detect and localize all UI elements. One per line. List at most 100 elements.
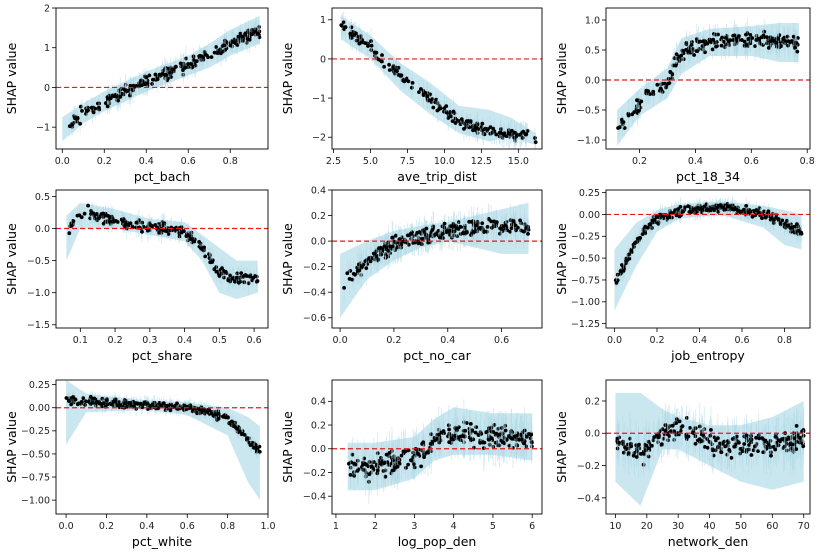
data-point [348,473,353,477]
data-point [343,25,348,29]
data-point [202,245,207,250]
data-point [708,433,713,438]
data-point [470,428,475,433]
x-tick-label: 0.4 [440,335,455,346]
data-point [621,120,626,124]
data-point [431,105,436,110]
data-point [657,212,662,217]
data-point [182,408,187,412]
data-point [120,91,124,96]
data-point [417,90,421,94]
data-point [480,121,485,126]
data-point [663,428,668,433]
data-point [178,61,183,66]
data-point [70,122,74,127]
data-point [248,274,252,279]
data-point [651,89,656,94]
data-point [388,244,392,249]
data-point [524,226,528,230]
data-point [670,215,674,220]
confidence-band [62,15,260,142]
data-point [515,133,519,138]
data-point [431,224,436,229]
x-tick-label: 0.3 [142,335,157,346]
data-point [153,223,158,227]
data-point [674,213,679,218]
data-point [140,229,144,234]
data-point [684,434,689,439]
data-point [785,437,789,442]
data-point [159,403,164,408]
data-point [522,441,526,446]
data-point [116,98,120,103]
data-point [351,272,356,276]
data-point [636,109,641,113]
x-axis-label: pct_18_34 [676,169,740,184]
data-point [482,230,486,234]
data-point [196,407,201,411]
confidence-band [340,15,537,146]
x-tick-label: 0.0 [607,335,622,346]
data-point [189,62,194,66]
data-point [533,140,538,145]
x-tick-label: 0.6 [734,335,749,346]
data-point [379,252,384,257]
y-axis-label: SHAP value [4,223,19,295]
data-point [140,83,145,87]
data-point [645,225,650,230]
data-point [650,218,654,223]
data-point [475,219,480,224]
data-point [403,449,408,454]
axes-frame [331,379,543,515]
data-point [91,211,96,216]
data-point [674,421,679,425]
data-point [475,126,479,131]
data-point [621,442,626,446]
data-point [632,241,637,246]
data-point [529,432,533,437]
y-tick-label: 0.5 [585,45,600,56]
data-point [166,232,171,236]
x-tick-label: 6 [529,521,535,532]
data-point [706,207,711,212]
data-point [717,203,722,208]
data-point [768,39,773,43]
data-point [656,221,661,226]
data-point [646,89,651,94]
data-point [390,468,395,473]
x-tick-label: 5.0 [363,156,378,167]
data-point [674,417,679,422]
x-tick-label: 0.0 [59,521,74,532]
data-point [630,112,635,117]
data-point [108,96,113,101]
data-point [614,281,619,285]
data-point [423,91,428,95]
data-point [391,65,395,70]
plot-area [613,196,804,311]
data-point [790,446,794,451]
data-point [794,424,799,428]
data-point [179,230,184,235]
data-point [744,32,748,37]
data-point [512,434,517,439]
data-point [476,433,481,437]
data-point [395,464,400,469]
data-point [424,226,429,231]
data-point [340,24,345,28]
data-point [141,224,146,229]
data-point [486,437,491,442]
data-point [468,422,473,426]
data-point [127,401,131,405]
data-point [480,221,485,226]
data-point [786,223,790,228]
data-point [136,226,141,230]
data-point [626,113,631,118]
x-tick-label: 0.2 [99,521,114,532]
data-point [369,464,374,469]
data-point [367,472,372,477]
chart-panel-log_pop_den: 1 2 3 4 5 6 −0.4 −0.2 0.0 0.2 0.4 log_pop_den SHAP v… [280,379,543,549]
data-point [737,440,741,445]
data-point [394,233,398,238]
data-point [776,438,781,443]
data-point [369,43,374,48]
